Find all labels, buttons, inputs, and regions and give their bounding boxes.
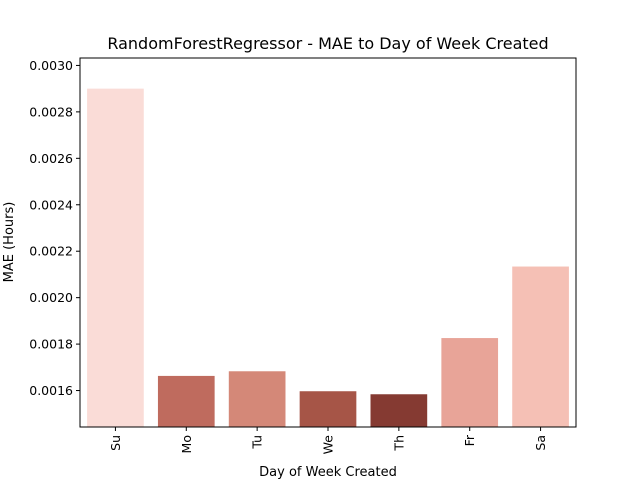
bar-we — [299, 391, 357, 427]
x-tick-label: Sa — [533, 435, 548, 451]
bar-th — [370, 394, 428, 427]
bars-group — [87, 88, 569, 427]
y-tick-label: 0.0022 — [29, 244, 73, 259]
x-tick-label: Th — [391, 435, 406, 452]
bar-tu — [228, 371, 286, 427]
x-tick-label: Su — [108, 435, 123, 451]
y-tick-label: 0.0024 — [29, 197, 73, 212]
chart-title: RandomForestRegressor - MAE to Day of We… — [107, 34, 548, 53]
x-tick-label: We — [321, 435, 336, 455]
plot-frame — [79, 57, 577, 428]
y-tick-label: 0.0030 — [29, 58, 73, 73]
y-axis-label: MAE (Hours) — [2, 202, 17, 283]
x-axis-label: Day of Week Created — [259, 465, 397, 480]
y-axis-ticks: 0.0016 0.0018 0.0020 0.0022 0.0024 0.0026 0.00… — [29, 58, 80, 398]
y-tick-label: 0.0016 — [29, 383, 73, 398]
bar-mo — [157, 375, 215, 427]
bar-su — [87, 88, 144, 427]
y-tick-label: 0.0026 — [29, 151, 73, 166]
bar-fr — [441, 338, 499, 427]
x-tick-label: Mo — [179, 435, 194, 453]
x-tick-label: Fr — [462, 434, 477, 446]
y-tick-label: 0.0028 — [29, 104, 73, 119]
y-tick-label: 0.0018 — [29, 337, 73, 352]
x-tick-label: Tu — [250, 435, 265, 450]
x-axis-ticks: Su Mo Tu We Th Fr Sa — [108, 427, 548, 454]
y-tick-label: 0.0020 — [29, 290, 73, 305]
bar-sa — [512, 266, 569, 427]
